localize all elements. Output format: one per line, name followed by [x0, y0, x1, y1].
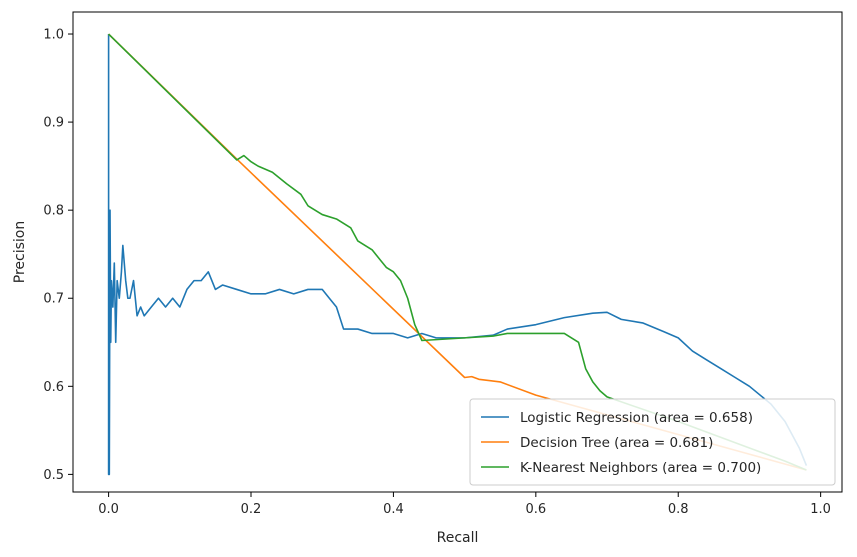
y-tick-label: 0.6	[43, 380, 64, 395]
y-axis-ticks: 0.5 0.6 0.7 0.8 0.9 1.0	[43, 28, 73, 483]
y-tick-label: 0.8	[43, 204, 64, 219]
series-line-0	[107, 34, 808, 476]
x-axis-label: Recall	[437, 530, 479, 546]
axes-frame	[72, 11, 843, 493]
legend: Logistic Regression (area = 0.658) Decisi…	[469, 398, 836, 486]
plot-lines	[107, 33, 808, 476]
x-tick-label: 0.8	[668, 502, 689, 517]
y-axis-label: Precision	[12, 221, 28, 283]
series-line-1	[108, 33, 807, 471]
y-tick-label: 1.0	[43, 28, 64, 43]
x-tick-label: 1.0	[810, 502, 831, 517]
legend-box	[469, 398, 836, 486]
legend-entry-1: Decision Tree (area = 0.681)	[520, 435, 713, 451]
y-tick-label: 0.7	[43, 292, 64, 307]
y-tick-label: 0.5	[43, 468, 64, 483]
y-tick-label: 0.9	[43, 116, 64, 131]
x-tick-label: 0.0	[98, 502, 119, 517]
legend-entry-2: K-Nearest Neighbors (area = 0.700)	[520, 460, 761, 476]
x-tick-label: 0.6	[525, 502, 546, 517]
x-tick-label: 0.4	[383, 502, 404, 517]
x-axis-ticks: 0.0 0.2 0.4 0.6 0.8 1.0	[98, 492, 831, 517]
series-line-2	[108, 33, 807, 471]
legend-entry-0: Logistic Regression (area = 0.658)	[520, 410, 753, 426]
x-tick-label: 0.2	[241, 502, 262, 517]
